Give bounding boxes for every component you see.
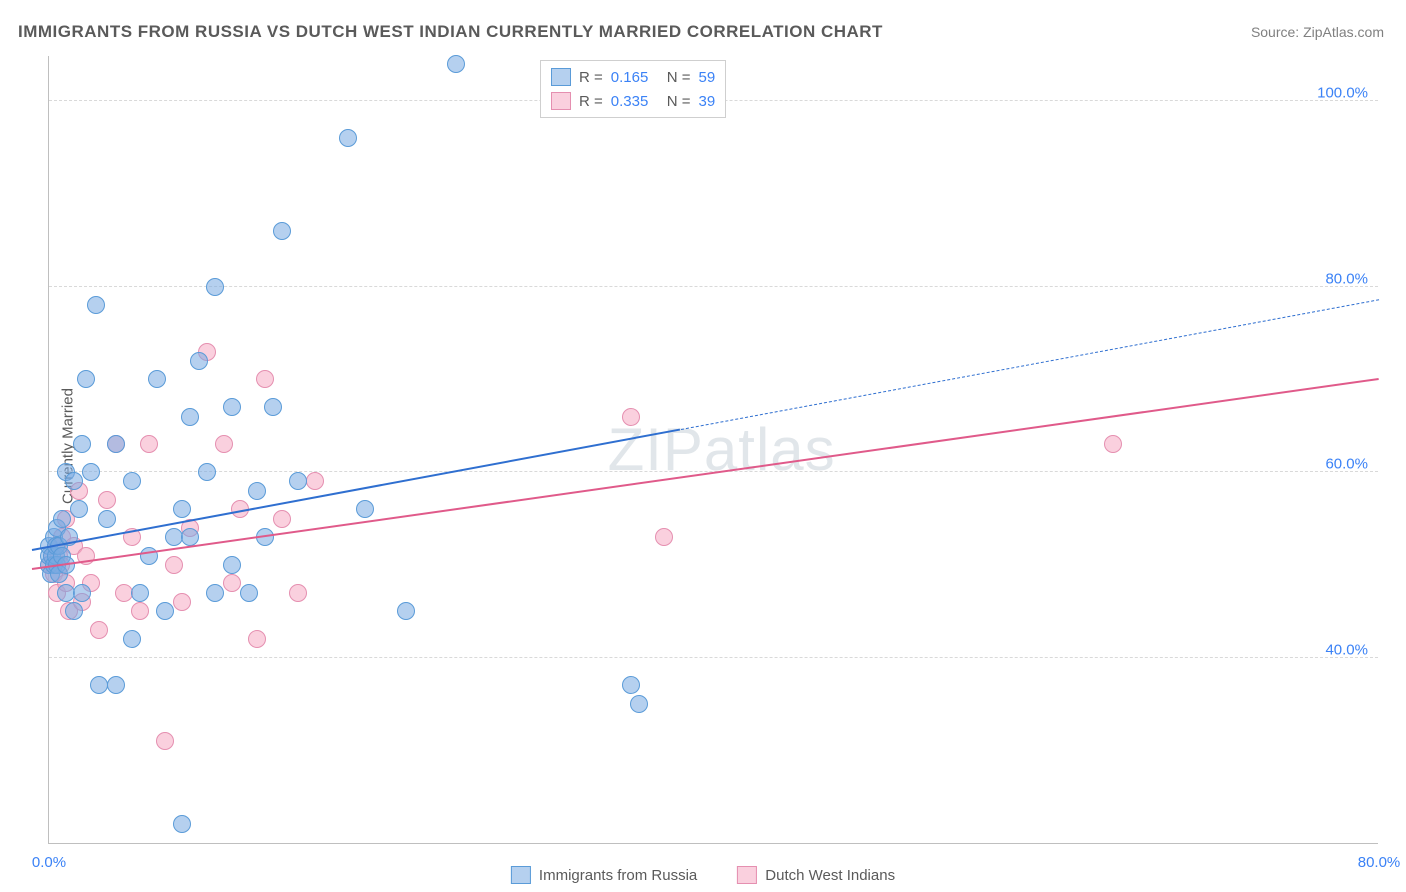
y-tick-label: 40.0% (1325, 641, 1368, 658)
source-attribution: Source: ZipAtlas.com (1251, 24, 1384, 40)
legend-label: Dutch West Indians (765, 867, 895, 884)
data-point (181, 408, 199, 426)
y-tick-label: 80.0% (1325, 270, 1368, 287)
data-point (190, 352, 208, 370)
n-label: N = (667, 69, 691, 86)
data-point (107, 676, 125, 694)
legend-label: Immigrants from Russia (539, 867, 697, 884)
data-point (156, 602, 174, 620)
trend-line (681, 300, 1379, 431)
data-point (148, 370, 166, 388)
data-point (90, 676, 108, 694)
data-point (65, 602, 83, 620)
data-point (397, 602, 415, 620)
data-point (264, 398, 282, 416)
data-point (215, 435, 233, 453)
data-point (223, 574, 241, 592)
n-value: 39 (699, 93, 716, 110)
data-point (248, 630, 266, 648)
data-point (173, 500, 191, 518)
data-point (70, 500, 88, 518)
data-point (90, 621, 108, 639)
data-point (107, 435, 125, 453)
data-point (223, 556, 241, 574)
data-point (240, 584, 258, 602)
data-point (73, 584, 91, 602)
legend-item: Immigrants from Russia (511, 866, 697, 884)
legend-swatch (551, 92, 571, 110)
data-point (57, 584, 75, 602)
r-value: 0.335 (611, 93, 659, 110)
data-point (123, 472, 141, 490)
legend-row: R = 0.165 N = 59 (551, 65, 715, 89)
data-point (339, 129, 357, 147)
data-point (630, 695, 648, 713)
data-point (98, 510, 116, 528)
data-point (53, 510, 71, 528)
data-point (306, 472, 324, 490)
data-point (655, 528, 673, 546)
data-point (181, 528, 199, 546)
data-point (289, 584, 307, 602)
data-point (289, 472, 307, 490)
data-point (256, 370, 274, 388)
n-label: N = (667, 93, 691, 110)
y-tick-label: 100.0% (1317, 85, 1368, 102)
chart-title: IMMIGRANTS FROM RUSSIA VS DUTCH WEST IND… (18, 22, 883, 42)
data-point (123, 630, 141, 648)
legend-swatch (511, 866, 531, 884)
r-label: R = (579, 69, 603, 86)
scatter-plot-area: 40.0%60.0%80.0%100.0%0.0%80.0%ZIPatlas (48, 56, 1378, 844)
y-tick-label: 60.0% (1325, 456, 1368, 473)
data-point (223, 398, 241, 416)
data-point (198, 463, 216, 481)
data-point (156, 732, 174, 750)
data-point (356, 500, 374, 518)
data-point (206, 584, 224, 602)
data-point (82, 463, 100, 481)
data-point (1104, 435, 1122, 453)
data-point (206, 278, 224, 296)
gridline (49, 657, 1378, 658)
x-tick-label: 0.0% (32, 854, 66, 871)
data-point (622, 408, 640, 426)
legend-row: R = 0.335 N = 39 (551, 89, 715, 113)
data-point (140, 547, 158, 565)
gridline (49, 286, 1378, 287)
data-point (273, 222, 291, 240)
data-point (173, 593, 191, 611)
data-point (115, 584, 133, 602)
n-value: 59 (699, 69, 716, 86)
data-point (165, 528, 183, 546)
series-legend: Immigrants from Russia Dutch West Indians (511, 866, 895, 884)
data-point (622, 676, 640, 694)
data-point (140, 435, 158, 453)
data-point (447, 55, 465, 73)
legend-swatch (737, 866, 757, 884)
legend-item: Dutch West Indians (737, 866, 895, 884)
data-point (87, 296, 105, 314)
data-point (77, 370, 95, 388)
data-point (65, 472, 83, 490)
data-point (131, 602, 149, 620)
data-point (248, 482, 266, 500)
correlation-legend: R = 0.165 N = 59 R = 0.335 N = 39 (540, 60, 726, 118)
data-point (165, 556, 183, 574)
r-value: 0.165 (611, 69, 659, 86)
data-point (98, 491, 116, 509)
legend-swatch (551, 68, 571, 86)
watermark: ZIPatlas (608, 415, 836, 484)
data-point (73, 435, 91, 453)
data-point (131, 584, 149, 602)
data-point (173, 815, 191, 833)
data-point (273, 510, 291, 528)
r-label: R = (579, 93, 603, 110)
x-tick-label: 80.0% (1358, 854, 1401, 871)
